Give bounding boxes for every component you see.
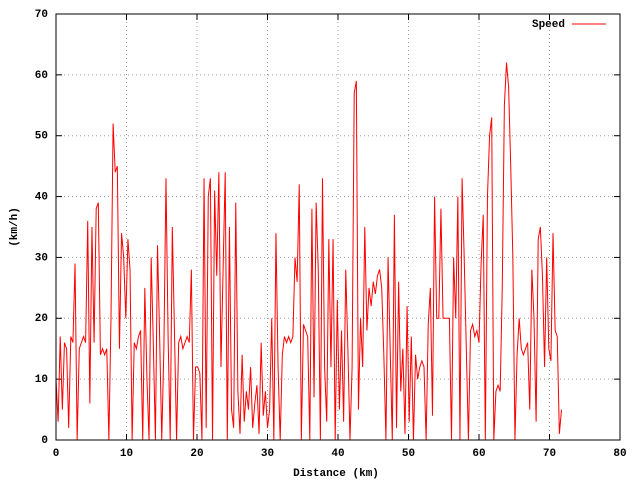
x-axis-label: Distance (km) bbox=[293, 468, 379, 480]
x-tick-label: 40 bbox=[331, 448, 344, 460]
x-tick-label: 0 bbox=[53, 448, 60, 460]
x-tick-label: 20 bbox=[190, 448, 203, 460]
x-tick-label: 80 bbox=[613, 448, 626, 460]
y-tick-label: 50 bbox=[35, 131, 48, 143]
x-tick-label: 60 bbox=[472, 448, 485, 460]
x-tick-label: 70 bbox=[543, 448, 556, 460]
y-tick-label: 70 bbox=[35, 9, 48, 21]
y-tick-label: 30 bbox=[35, 252, 48, 264]
y-tick-label: 20 bbox=[35, 313, 48, 325]
plot-border bbox=[55, 13, 621, 441]
y-tick-label: 60 bbox=[35, 70, 48, 82]
x-tick-label: 30 bbox=[261, 448, 274, 460]
y-tick-label: 10 bbox=[35, 374, 48, 386]
legend-label: Speed bbox=[532, 19, 565, 31]
y-tick-label: 0 bbox=[41, 435, 48, 447]
y-tick-label: 40 bbox=[35, 191, 48, 203]
x-tick-label: 10 bbox=[120, 448, 133, 460]
speed-line bbox=[55, 62, 562, 441]
x-tick-label: 50 bbox=[402, 448, 415, 460]
y-axis-label: (km/h) bbox=[9, 207, 21, 247]
